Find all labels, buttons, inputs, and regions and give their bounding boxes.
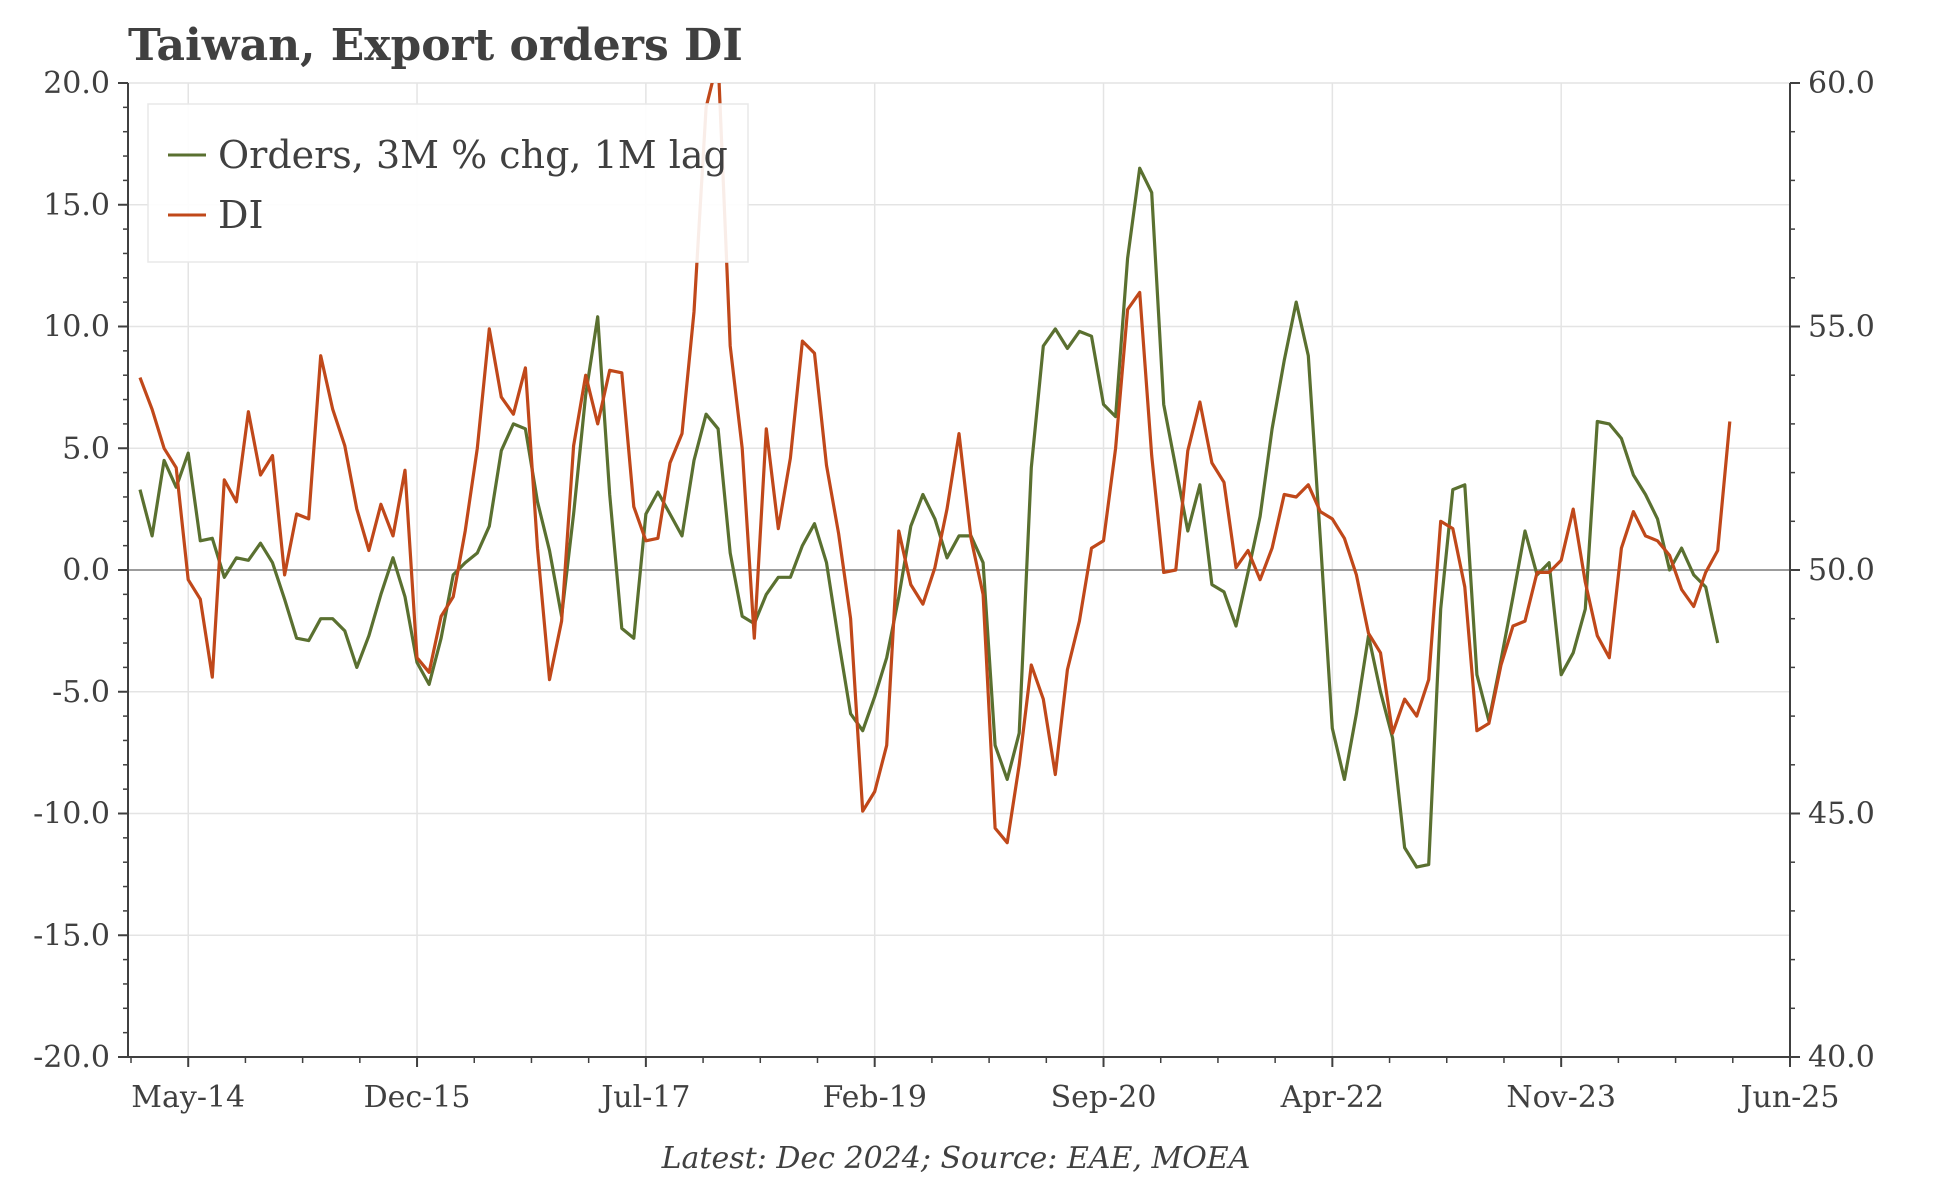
left-tick-label: -5.0 xyxy=(52,675,110,710)
legend-label-di: DI xyxy=(218,193,263,237)
left-tick-label: 0.0 xyxy=(62,553,110,588)
left-tick-label: 20.0 xyxy=(43,66,110,101)
x-tick-label: Sep-20 xyxy=(1051,1080,1157,1115)
x-tick-label: May-14 xyxy=(131,1080,245,1115)
x-tick-label: Dec-15 xyxy=(364,1080,471,1115)
legend-box xyxy=(147,103,749,263)
left-tick-label: -10.0 xyxy=(33,797,110,832)
left-tick-label: 15.0 xyxy=(43,188,110,223)
series-group xyxy=(138,83,1732,869)
source-note: Latest: Dec 2024; Source: EAE, MOEA xyxy=(661,1141,1251,1176)
right-tick-label: 50.0 xyxy=(1808,553,1875,588)
series-line-orders xyxy=(138,166,1720,869)
x-tick-label: Feb-19 xyxy=(822,1080,926,1115)
left-tick-label: 10.0 xyxy=(43,310,110,345)
x-tick-label: Jun-25 xyxy=(1738,1080,1840,1115)
legend-label-orders: Orders, 3M % chg, 1M lag xyxy=(218,133,728,177)
x-tick-label: Apr-22 xyxy=(1280,1080,1385,1115)
right-tick-label: 55.0 xyxy=(1808,310,1875,345)
left-tick-label: 5.0 xyxy=(62,431,110,466)
left-tick-label: -15.0 xyxy=(33,918,110,953)
right-tick-label: 45.0 xyxy=(1808,797,1875,832)
series-line-di xyxy=(138,83,1732,845)
chart-title: Taiwan, Export orders DI xyxy=(128,20,743,71)
axes: -20.0 -15.0 -10.0 -5.0 0.0 5.0 10.0 15.0 20.0 40.… xyxy=(33,66,1875,1115)
right-tick-label: 60.0 xyxy=(1808,66,1875,101)
right-tick-label: 40.0 xyxy=(1808,1040,1875,1075)
x-tick-label: Jul-17 xyxy=(598,1080,690,1115)
legend: Orders, 3M % chg, 1M lag DI xyxy=(147,103,749,263)
x-tick-label: Nov-23 xyxy=(1506,1080,1616,1115)
left-tick-label: -20.0 xyxy=(33,1040,110,1075)
